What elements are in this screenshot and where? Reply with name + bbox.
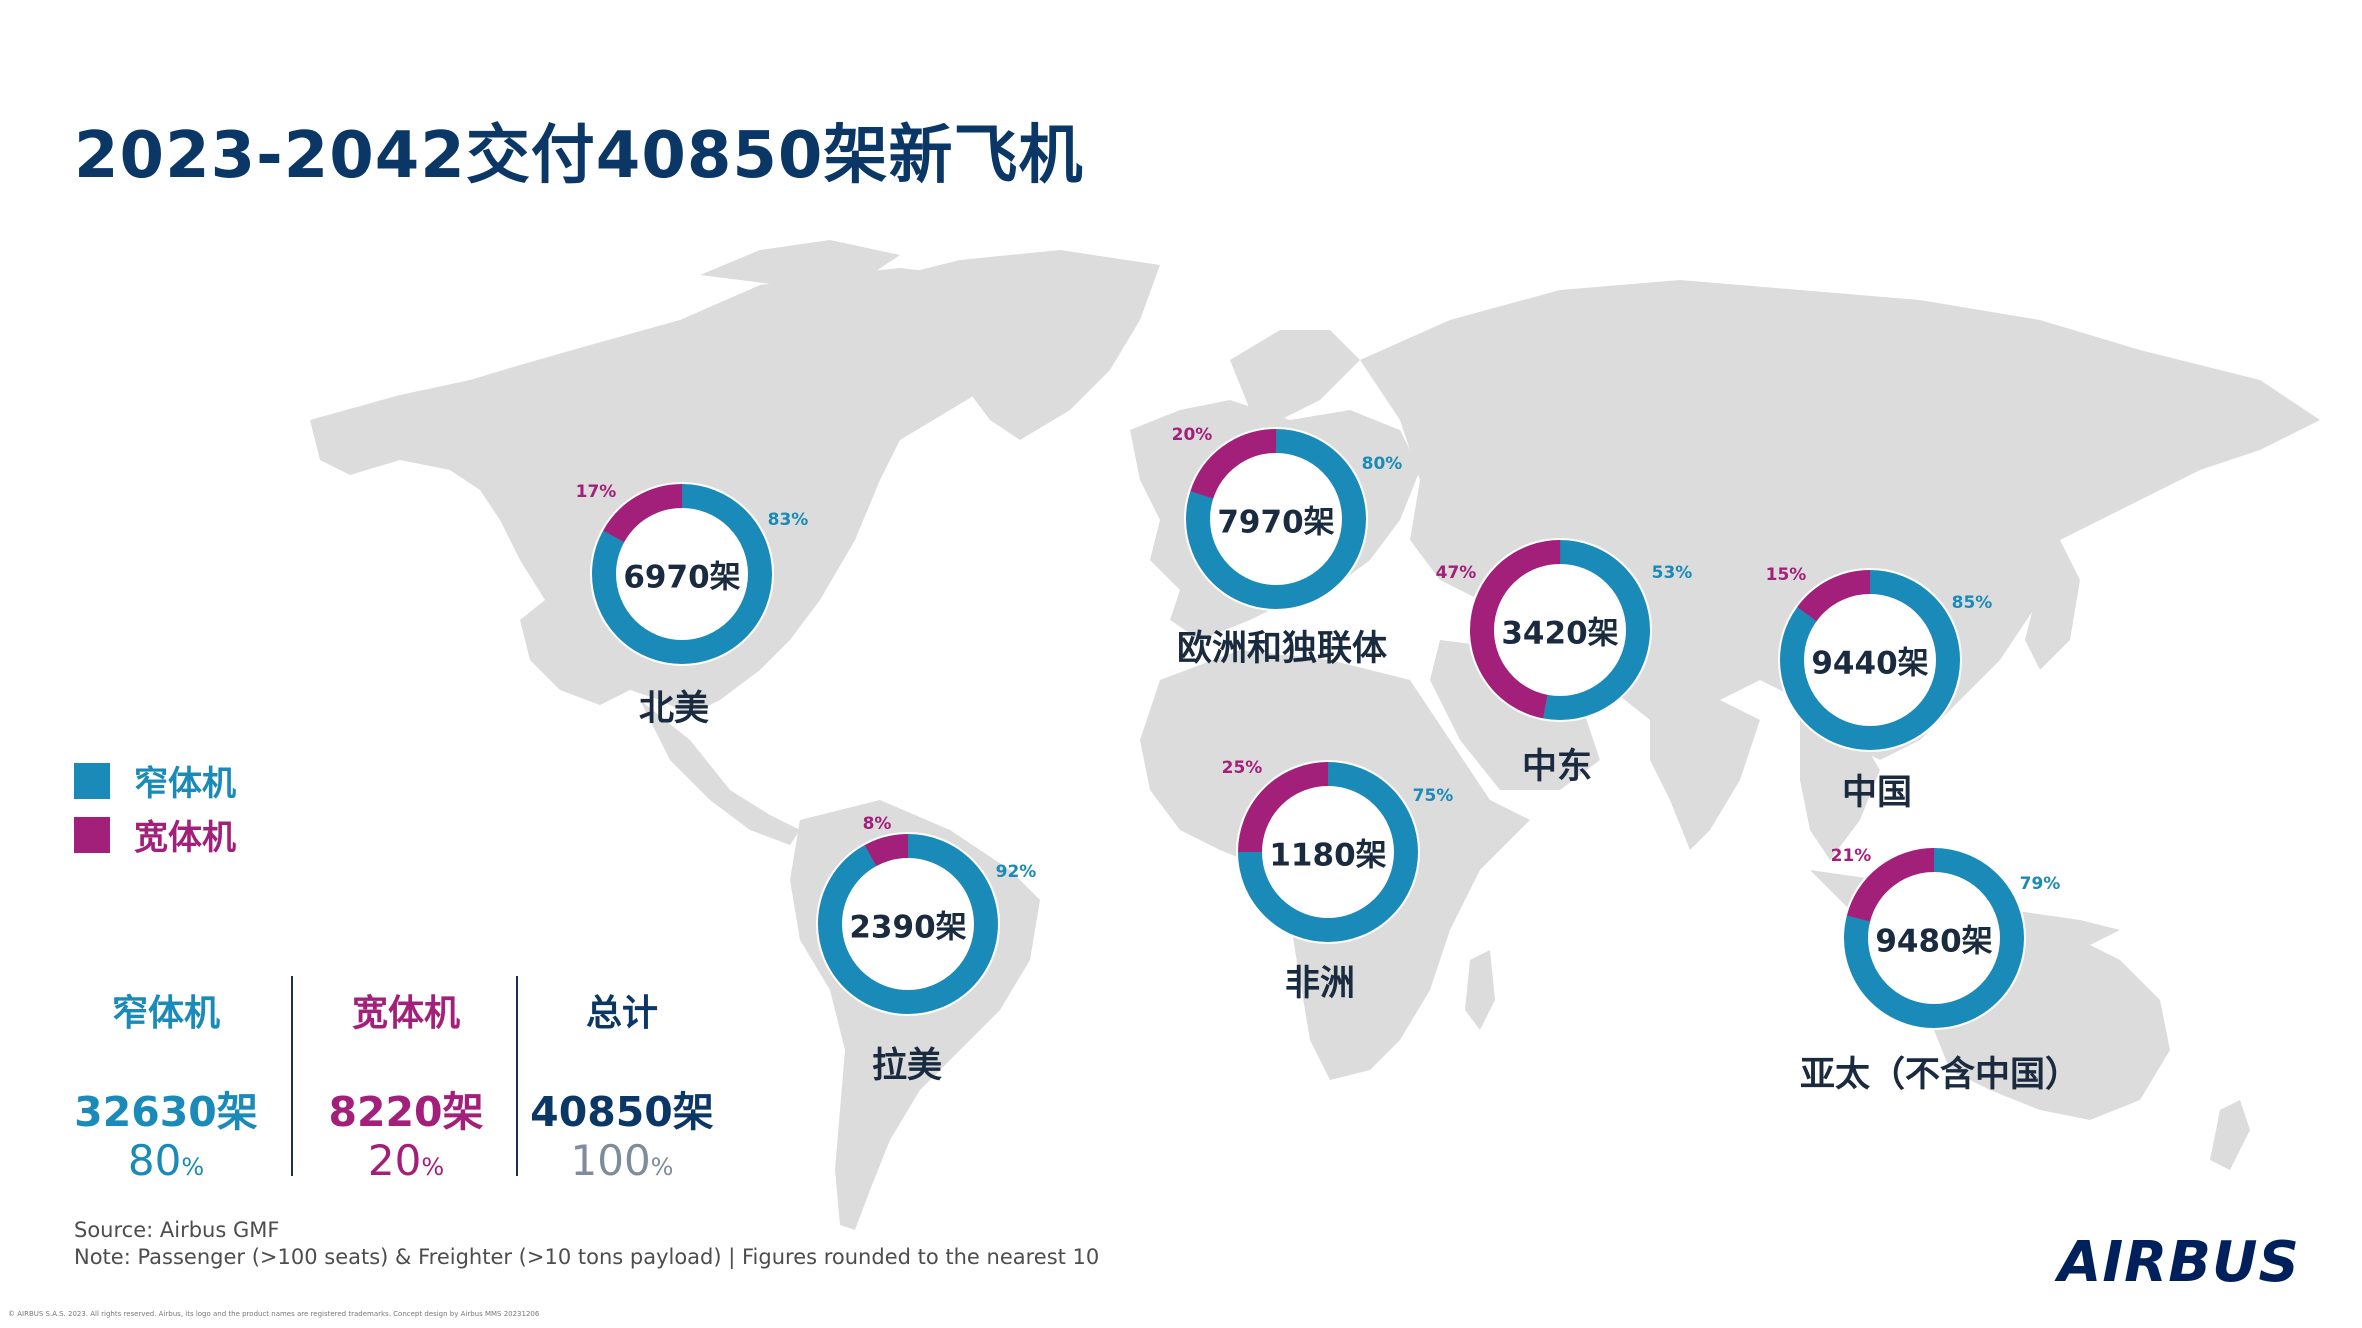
total-asia-pacific: 9480架 bbox=[1875, 923, 1993, 960]
narrow-pct-middle-east: 53% bbox=[1651, 563, 1693, 583]
donut-wide-asia-pacific bbox=[1844, 848, 2024, 1029]
summary-count-narrowbody: 32630架 bbox=[74, 1088, 258, 1136]
wide-pct-africa: 25% bbox=[1221, 758, 1263, 778]
region-name-china: 中国 bbox=[1841, 773, 1913, 813]
legend-narrowbody: 窄体机 bbox=[74, 756, 236, 805]
greenland-landmass bbox=[880, 250, 1160, 440]
wide-pct-europe-cis: 20% bbox=[1171, 425, 1213, 445]
donut-bg-latin-america bbox=[816, 832, 1000, 1016]
central-america-landmass bbox=[640, 700, 800, 845]
arabia-landmass bbox=[1430, 640, 1600, 790]
copyright-text: © AIRBUS S.A.S. 2023. All rights reserve… bbox=[8, 1310, 540, 1318]
total-middle-east: 3420架 bbox=[1501, 615, 1619, 652]
source-note: Source: Airbus GMF bbox=[74, 1218, 280, 1242]
arctic-islands bbox=[700, 240, 900, 285]
donut-wide-europe-cis bbox=[1185, 429, 1366, 609]
narrow-pct-latin-america: 92% bbox=[995, 862, 1037, 882]
donut-wide-africa bbox=[1238, 762, 1418, 942]
summary-head-total: 总计 bbox=[585, 993, 658, 1034]
legend-widebody: 宽体机 bbox=[74, 810, 236, 859]
scandinavia-landmass bbox=[1230, 330, 1360, 420]
narrow-pct-asia-pacific: 79% bbox=[2019, 874, 2061, 894]
wide-pct-north-america: 17% bbox=[575, 482, 617, 502]
region-name-africa: 非洲 bbox=[1284, 964, 1356, 1004]
donut-bg-middle-east bbox=[1468, 538, 1652, 722]
region-name-latin-america: 拉美 bbox=[871, 1046, 943, 1086]
total-north-america: 6970架 bbox=[623, 559, 741, 596]
summary-pct-unit-widebody: % bbox=[421, 1153, 445, 1181]
summary-divider-2 bbox=[516, 976, 518, 1176]
summary-narrowbody: 窄体机 32630架 80% bbox=[56, 984, 276, 1192]
japan-landmass bbox=[2025, 540, 2080, 670]
total-europe-cis: 7970架 bbox=[1217, 504, 1335, 541]
legend-swatch-narrowbody bbox=[74, 762, 110, 799]
region-name-asia-pacific: 亚太（不含中国） bbox=[1799, 1055, 2081, 1095]
narrow-pct-china: 85% bbox=[1951, 593, 1993, 613]
summary-widebody: 宽体机 8220架 20% bbox=[296, 984, 516, 1192]
donut-wide-middle-east bbox=[1470, 540, 1650, 720]
wide-pct-china: 15% bbox=[1765, 565, 1807, 585]
new-zealand-landmass bbox=[2210, 1100, 2250, 1170]
donut-bg-europe-cis bbox=[1184, 427, 1368, 611]
wide-pct-asia-pacific: 21% bbox=[1830, 846, 1872, 866]
donut-bg-africa bbox=[1236, 760, 1420, 944]
wide-pct-latin-america: 8% bbox=[862, 814, 892, 834]
summary-pct-narrowbody: 80% bbox=[56, 1136, 276, 1192]
summary-total: 总计 40850架 100% bbox=[512, 984, 732, 1192]
summary-pct-value-total: 100 bbox=[570, 1136, 651, 1185]
summary-head-widebody: 宽体机 bbox=[351, 993, 460, 1034]
wide-pct-middle-east: 47% bbox=[1435, 563, 1477, 583]
donut-wide-latin-america bbox=[818, 834, 998, 1014]
legend-swatch-widebody bbox=[74, 816, 110, 853]
madagascar-landmass bbox=[1465, 950, 1495, 1030]
total-africa: 1180架 bbox=[1269, 837, 1387, 874]
page-title: 2023-2042交付40850架新飞机 bbox=[74, 119, 1084, 193]
donut-bg-north-america bbox=[590, 482, 774, 666]
summary-pct-value-narrowbody: 80 bbox=[127, 1136, 182, 1185]
summary-head-narrowbody: 窄体机 bbox=[111, 993, 220, 1034]
donut-bg-china bbox=[1778, 568, 1962, 752]
summary-pct-unit-narrowbody: % bbox=[181, 1153, 205, 1181]
footnote: Note: Passenger (>100 seats) & Freighter… bbox=[74, 1245, 1100, 1269]
narrow-pct-north-america: 83% bbox=[767, 510, 809, 530]
summary-pct-widebody: 20% bbox=[296, 1136, 516, 1192]
summary-pct-value-widebody: 20 bbox=[367, 1136, 422, 1185]
donut-bg-asia-pacific bbox=[1842, 846, 2026, 1030]
summary-pct-unit-total: % bbox=[650, 1153, 674, 1181]
region-name-north-america: 北美 bbox=[638, 689, 710, 729]
summary-count-widebody: 8220架 bbox=[328, 1088, 484, 1136]
donut-wide-china bbox=[1779, 570, 1960, 751]
summary-divider-1 bbox=[291, 976, 293, 1176]
donut-wide-north-america bbox=[592, 483, 772, 664]
total-latin-america: 2390架 bbox=[849, 909, 967, 946]
region-name-middle-east: 中东 bbox=[1521, 747, 1593, 787]
legend-label-widebody: 宽体机 bbox=[134, 818, 236, 858]
legend-label-narrowbody: 窄体机 bbox=[134, 764, 236, 804]
narrow-pct-europe-cis: 80% bbox=[1361, 454, 1403, 474]
total-china: 9440架 bbox=[1811, 645, 1929, 682]
summary-pct-total: 100% bbox=[512, 1136, 732, 1192]
region-name-europe-cis: 欧洲和独联体 bbox=[1176, 629, 1388, 669]
narrow-pct-africa: 75% bbox=[1412, 786, 1454, 806]
summary-count-total: 40850架 bbox=[530, 1088, 714, 1136]
india-landmass bbox=[1650, 700, 1760, 850]
airbus-logo: AIRBUS bbox=[2058, 1230, 2300, 1295]
